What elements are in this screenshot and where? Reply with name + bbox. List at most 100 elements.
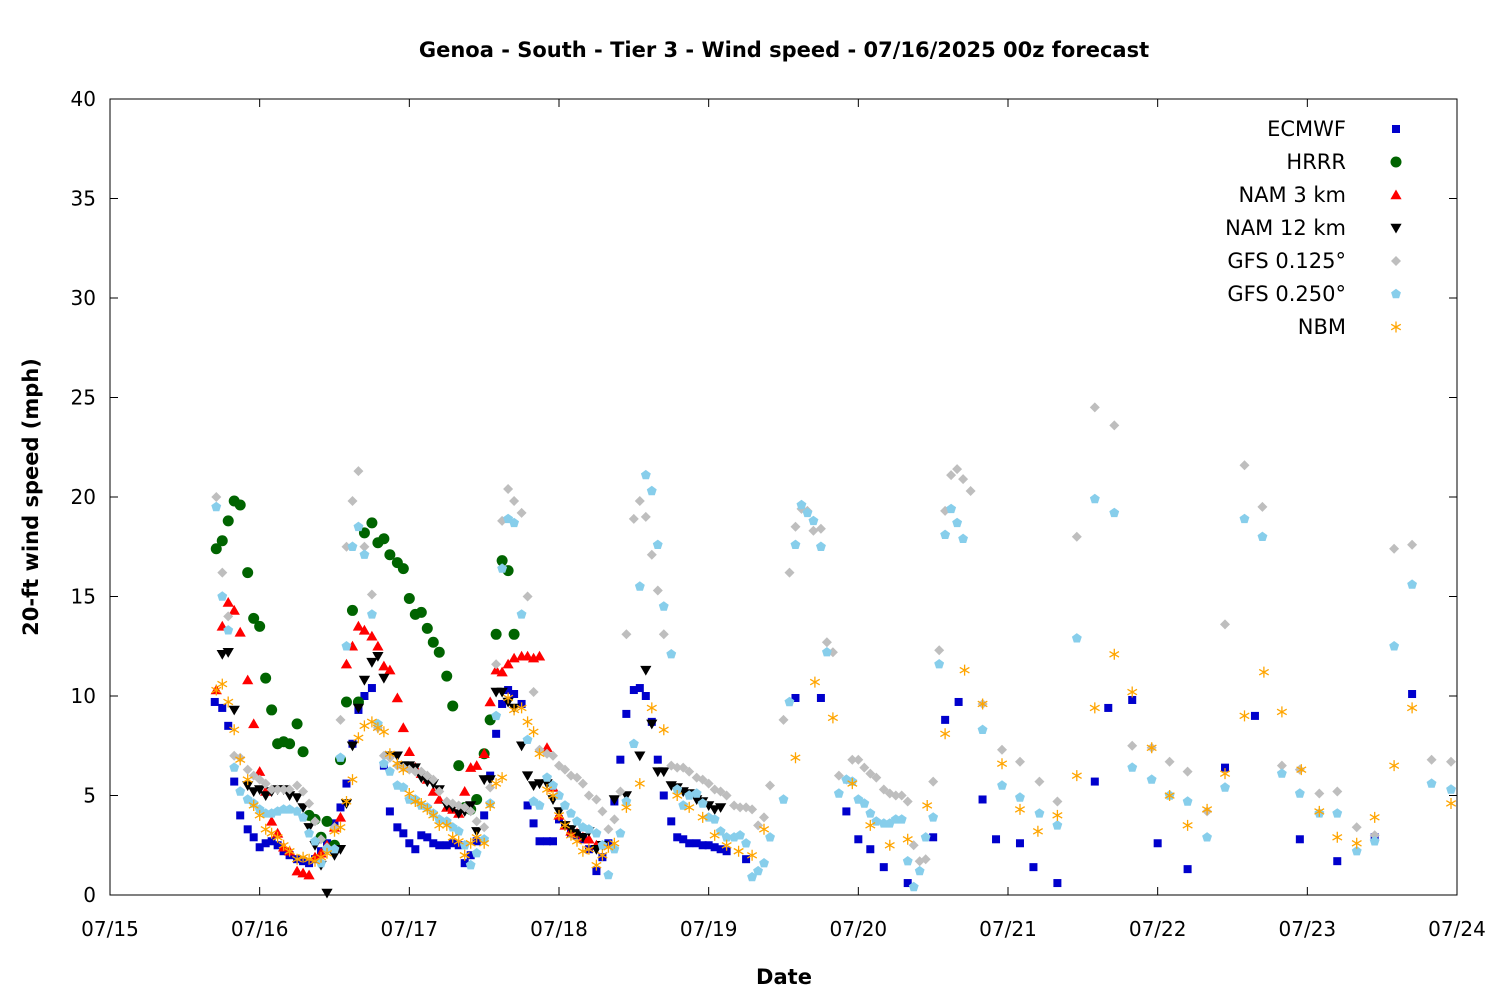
data-point [304,798,315,809]
data-point [242,781,254,791]
data-point [384,664,396,675]
data-point [903,879,912,888]
data-point [673,833,682,842]
data-point [1052,820,1063,830]
data-point [1426,754,1437,765]
data-point [721,839,732,851]
data-point [572,772,582,783]
data-point [471,760,483,770]
data-point [716,845,725,854]
data-point [1276,768,1287,778]
data-point [709,829,720,841]
data-point [698,841,707,850]
data-point [715,803,727,813]
data-point [1109,420,1120,431]
data-point [423,833,432,842]
data-point [211,501,222,512]
data-point [1221,763,1230,772]
data-point [521,650,534,661]
x-tick-label: 07/20 [830,917,888,941]
data-point [1408,690,1417,699]
data-point [217,678,228,690]
data-point [522,716,533,728]
data-point [217,567,228,578]
data-point [735,802,746,813]
legend-label: ECMWF [1267,117,1346,141]
data-point [378,660,390,671]
data-point [685,839,694,848]
data-point [298,786,309,797]
data-point [384,766,395,776]
data-point [384,748,395,760]
x-tick-label: 07/15 [81,917,139,941]
data-point [928,776,939,787]
data-point [997,744,1007,755]
data-point [372,652,384,662]
data-point [1406,702,1418,714]
data-point [304,828,314,838]
data-point [416,798,427,809]
data-point [548,750,558,761]
data-point [534,800,545,810]
data-point [465,859,476,870]
data-point [341,641,352,651]
data-point [284,804,295,814]
data-point [659,791,668,800]
data-point [347,496,358,506]
data-point [1333,857,1342,866]
data-point [491,710,502,721]
y-tick-label: 30 [71,286,96,310]
data-point [753,865,763,876]
data-point [427,786,439,796]
data-point [865,819,876,831]
data-point [502,658,514,669]
data-point [629,686,638,695]
y-tick-label: 20 [71,485,96,509]
data-point [560,800,570,810]
data-point [978,795,987,804]
data-point [1034,808,1045,818]
data-point [1250,711,1259,720]
data-point [765,832,775,842]
data-point [1446,756,1456,767]
data-point [543,837,552,846]
data-point [778,794,789,804]
data-point [1164,756,1175,767]
data-point [328,851,341,861]
data-point [503,484,514,494]
data-point [896,790,907,801]
data-point [497,563,508,573]
data-point [1407,539,1418,550]
data-point [865,808,876,818]
data-point [291,793,303,803]
data-point [710,843,719,852]
data-point [291,865,303,876]
data-point [778,714,789,725]
data-point [592,867,601,876]
data-point [242,764,253,775]
data-point [1220,619,1230,630]
data-point [392,758,403,770]
data-point [242,674,254,685]
data-point [272,831,283,843]
data-point [465,837,476,849]
data-point [254,809,265,821]
data-point [1426,778,1437,788]
data-point [223,611,234,622]
data-point [621,629,632,640]
data-point [242,774,253,786]
data-point [297,746,309,758]
data-point [640,665,652,676]
data-point [965,486,976,496]
data-point [334,811,347,822]
data-point [235,754,246,766]
data-point [691,788,702,798]
data-point [721,832,732,842]
data-point [479,822,490,833]
data-point [896,814,907,824]
data-point [1071,531,1082,542]
data-point [1015,756,1025,767]
data-point [678,800,689,810]
legend-label: GFS 0.125° [1227,249,1346,273]
data-point [229,762,240,772]
